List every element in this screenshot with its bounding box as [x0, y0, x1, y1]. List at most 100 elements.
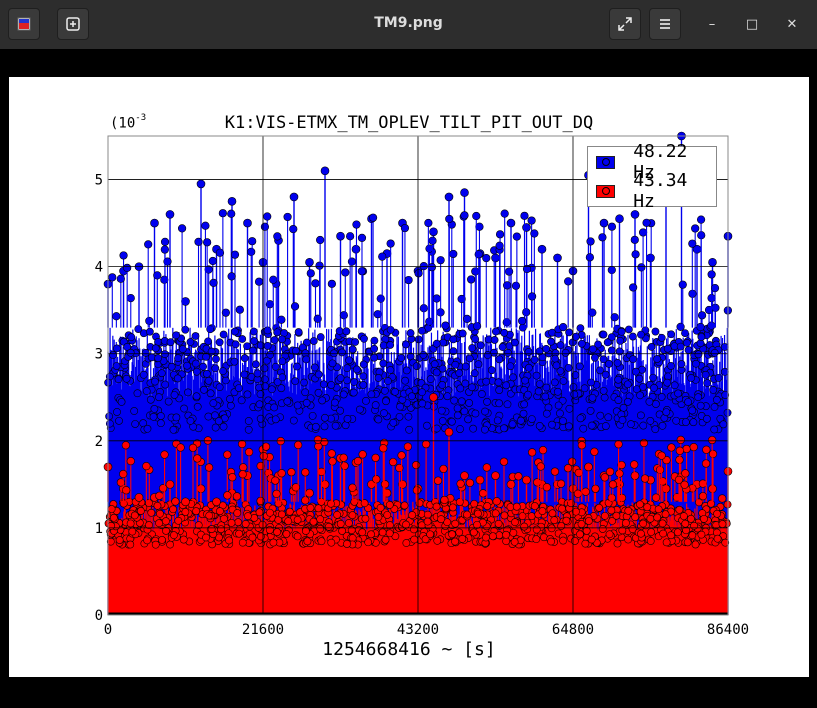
- fullscreen-button[interactable]: [609, 8, 641, 40]
- data-point: [629, 283, 638, 292]
- data-point: [126, 457, 135, 466]
- data-point: [425, 317, 434, 326]
- data-point: [303, 537, 312, 546]
- data-point: [451, 360, 460, 369]
- close-button[interactable]: ✕: [782, 14, 802, 34]
- data-point: [218, 209, 227, 218]
- data-point: [639, 421, 648, 430]
- data-point: [166, 540, 174, 549]
- data-point: [450, 396, 459, 405]
- peak-point: [196, 179, 206, 189]
- data-point: [372, 475, 381, 484]
- data-point: [367, 390, 376, 399]
- data-point: [542, 409, 551, 418]
- data-point: [702, 414, 711, 423]
- minimize-button[interactable]: –: [702, 14, 722, 34]
- data-point: [240, 370, 249, 379]
- data-point: [701, 370, 710, 379]
- data-point: [230, 250, 240, 259]
- data-point: [551, 354, 560, 363]
- data-point: [348, 345, 357, 354]
- data-point: [675, 446, 684, 455]
- peak-point: [429, 227, 438, 237]
- data-point: [237, 396, 246, 405]
- data-point: [674, 389, 682, 398]
- y-tick-label: 4: [95, 260, 103, 276]
- legend-swatch-blue: [596, 155, 616, 169]
- data-point: [127, 333, 136, 342]
- data-point: [216, 507, 224, 516]
- data-point: [193, 454, 202, 463]
- data-point: [607, 346, 616, 355]
- data-point: [521, 376, 529, 385]
- data-point: [192, 507, 201, 516]
- data-point: [237, 439, 247, 449]
- data-point: [667, 443, 676, 452]
- data-point: [357, 233, 367, 242]
- data-point: [421, 535, 430, 544]
- data-point: [508, 420, 517, 429]
- legend-label-red: 43.34 Hz: [633, 170, 688, 212]
- data-point: [530, 502, 539, 510]
- data-point: [681, 469, 690, 478]
- peak-point: [320, 480, 330, 489]
- data-point: [202, 533, 210, 542]
- data-point: [384, 377, 392, 385]
- data-point: [389, 457, 398, 467]
- data-point: [383, 511, 392, 519]
- main-menu-button[interactable]: [649, 8, 681, 40]
- data-point: [495, 386, 504, 394]
- new-window-button[interactable]: [57, 8, 89, 40]
- data-point: [482, 463, 491, 472]
- data-point: [290, 302, 300, 311]
- data-point: [352, 365, 361, 374]
- data-point: [681, 519, 690, 528]
- peak-point: [444, 427, 454, 437]
- data-point: [510, 538, 519, 546]
- data-point: [511, 281, 521, 290]
- data-point: [270, 336, 279, 344]
- data-point: [511, 518, 519, 527]
- data-point: [604, 413, 613, 422]
- data-point: [238, 335, 247, 343]
- data-point: [672, 416, 681, 425]
- data-point: [576, 414, 585, 423]
- data-point: [172, 413, 181, 422]
- data-point: [547, 337, 555, 346]
- data-point: [266, 350, 275, 359]
- data-point: [550, 378, 559, 387]
- data-point: [470, 499, 479, 508]
- data-point: [412, 460, 421, 470]
- image-canvas: (10-3 K1:VIS-ETMX_TM_OPLEV_TILT_PIT_OUT_…: [9, 77, 809, 677]
- data-point: [624, 325, 633, 334]
- data-point: [682, 444, 691, 454]
- data-point: [585, 253, 594, 262]
- data-point: [425, 244, 434, 253]
- data-point: [250, 337, 259, 345]
- data-point: [247, 247, 256, 256]
- data-point: [156, 412, 165, 420]
- data-point: [605, 467, 615, 476]
- data-point: [423, 421, 431, 430]
- data-point: [220, 514, 228, 523]
- app-menu-button[interactable]: [8, 8, 40, 40]
- data-point: [253, 369, 262, 378]
- data-point: [156, 509, 164, 518]
- data-point: [469, 528, 478, 537]
- data-point: [172, 331, 181, 340]
- image-viewer[interactable]: (10-3 K1:VIS-ETMX_TM_OPLEV_TILT_PIT_OUT_…: [0, 49, 817, 708]
- x-tick-label: 21600: [242, 622, 284, 638]
- data-point: [657, 451, 666, 460]
- data-point: [599, 330, 608, 339]
- data-point: [432, 424, 441, 433]
- data-point: [449, 249, 458, 259]
- data-point: [155, 393, 163, 402]
- maximize-button[interactable]: □: [742, 14, 762, 34]
- data-point: [475, 222, 484, 231]
- data-point: [278, 357, 287, 366]
- x-tick-label: 86400: [707, 622, 749, 638]
- data-point: [509, 373, 517, 382]
- data-point: [697, 311, 707, 320]
- data-point: [294, 328, 303, 336]
- data-point: [465, 478, 475, 487]
